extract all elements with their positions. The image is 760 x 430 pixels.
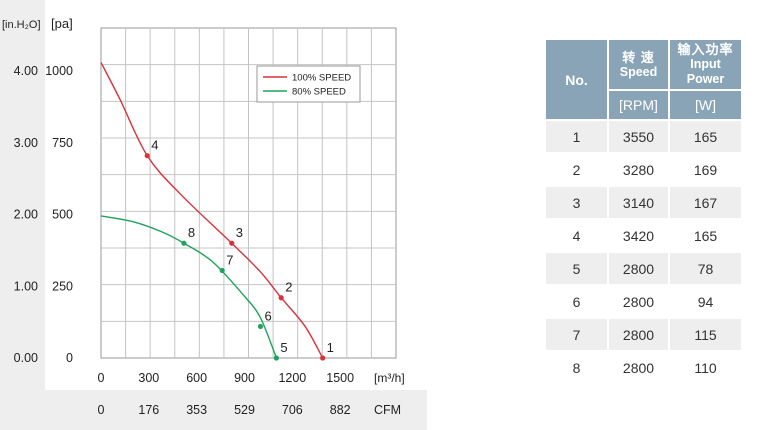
performance-table: No. 转 速 Speed 输入功率 Input Power [RPM] [W]…: [546, 40, 741, 383]
operating-point: [273, 355, 280, 361]
row-no: 3: [546, 185, 609, 219]
y-axis-unit-inh2o: [in.H₂O]: [2, 19, 41, 31]
x-axis-unit-m3h: [m³/h]: [374, 371, 405, 385]
x-tick-label-m3h: 300: [138, 371, 159, 385]
table-row: 6 2800 94: [546, 284, 741, 318]
y-tick-label-pa: 0: [66, 351, 73, 365]
y-tick-label-inh2o: 0.00: [14, 351, 38, 365]
operating-point: [181, 240, 187, 246]
operating-point-label: 4: [151, 138, 158, 153]
y-tick-label-pa: 250: [52, 279, 73, 293]
row-rpm: 2800: [608, 350, 670, 383]
table-row: 2 3280 169: [546, 152, 741, 186]
y-tick-label-inh2o: 4.00: [14, 64, 38, 78]
x-axis-labels: 0 300 600 900 1200 1500 [m³/h] 0 176 353 529 706 882…: [98, 371, 405, 417]
operating-point: [229, 240, 235, 246]
header-power-cn: 输入功率: [677, 42, 734, 57]
y-axis-labels: [in.H₂O] [pa] 0 250 500 750 1000 0.00 1.00 2.00 3.…: [2, 16, 73, 365]
row-no: 6: [546, 284, 609, 318]
x-tick-label-m3h: 600: [186, 371, 207, 385]
bottom-axis-panel: [45, 390, 427, 430]
row-power: 165: [669, 218, 741, 252]
x-tick-label-cfm: 706: [282, 403, 303, 417]
header-speed-unit: [RPM]: [608, 90, 670, 120]
operating-point: [144, 153, 150, 159]
table-row: 1 3550 165: [546, 119, 741, 153]
row-no: 2: [546, 152, 609, 186]
row-rpm: 3140: [608, 185, 670, 219]
table-row: 5 2800 78: [546, 251, 741, 285]
table-row: 7 2800 115: [546, 317, 741, 351]
x-tick-label-m3h: 900: [234, 371, 255, 385]
row-power: 115: [669, 317, 741, 351]
table-row: 8 2800 110: [546, 350, 741, 383]
row-power: 165: [669, 119, 741, 153]
row-power: 110: [669, 350, 741, 383]
operating-point: [320, 355, 326, 361]
operating-points: 4 3 2 1 8 7 6 5: [144, 138, 334, 361]
operating-point-label: 6: [264, 308, 271, 323]
row-power: 94: [669, 284, 741, 318]
operating-point: [257, 323, 264, 330]
x-tick-label-cfm: 353: [186, 403, 207, 417]
y-tick-label-pa: 1000: [45, 64, 73, 78]
x-tick-label-m3h: 1200: [278, 371, 306, 385]
fan-performance-chart: [in.H₂O] [pa]025050075010000.001.002.003.…: [0, 0, 427, 430]
x-tick-label-cfm: 529: [234, 403, 255, 417]
row-rpm: 3420: [608, 218, 670, 252]
y-tick-label-inh2o: 2.00: [14, 208, 38, 222]
table-row: 4 3420 165: [546, 218, 741, 252]
operating-point-label: 1: [327, 340, 334, 355]
y-tick-label-pa: 750: [52, 136, 73, 150]
row-rpm: 2800: [608, 317, 670, 351]
row-power: 78: [669, 251, 741, 285]
header-no: No.: [546, 40, 609, 120]
x-tick-label-cfm: 176: [138, 403, 159, 417]
curve-series-2: [100, 215, 278, 359]
y-tick-label-inh2o: 1.00: [14, 279, 38, 293]
header-speed: 转 速 Speed: [608, 40, 670, 91]
legend-label: 100% SPEED: [292, 73, 351, 84]
row-no: 7: [546, 317, 609, 351]
x-tick-label-cfm: 0: [98, 403, 105, 417]
left-axis-panel: [0, 0, 45, 430]
y-axis-unit-pa: [pa]: [51, 16, 73, 31]
x-tick-label-cfm: 882: [330, 403, 351, 417]
operating-point-label: 7: [226, 252, 233, 267]
y-tick-label-inh2o: 3.00: [14, 136, 38, 150]
x-axis-unit-cfm: CFM: [374, 403, 401, 417]
table-row: 3 3140 167: [546, 185, 741, 219]
header-power: 输入功率 Input Power: [669, 40, 741, 91]
operating-point-label: 3: [236, 225, 243, 240]
row-no: 5: [546, 251, 609, 285]
operating-point: [278, 295, 284, 301]
operating-point-label: 5: [280, 340, 287, 355]
legend-label: 80% SPEED: [292, 87, 346, 98]
row-no: 4: [546, 218, 609, 252]
performance-curves: [100, 62, 324, 359]
row-power: 169: [669, 152, 741, 186]
row-rpm: 2800: [608, 251, 670, 285]
legend-box: [256, 65, 361, 103]
row-rpm: 3550: [608, 119, 670, 153]
x-tick-label-m3h: 0: [98, 371, 105, 385]
row-no: 8: [546, 350, 609, 383]
header-speed-cn: 转 速: [622, 49, 655, 65]
y-tick-label-pa: 500: [52, 208, 73, 222]
row-no: 1: [546, 119, 609, 153]
header-power-en: Input Power: [686, 57, 725, 86]
operating-point-label: 2: [285, 280, 292, 295]
legend: 100% SPEED 80% SPEED: [256, 65, 361, 103]
row-rpm: 2800: [608, 284, 670, 318]
curve-series-1: [100, 62, 324, 359]
operating-point-label: 8: [188, 225, 195, 240]
header-power-unit: [W]: [669, 90, 741, 120]
row-power: 167: [669, 185, 741, 219]
header-speed-en: Speed: [619, 64, 658, 79]
operating-point: [219, 267, 225, 274]
row-rpm: 3280: [608, 152, 670, 186]
x-tick-label-m3h: 1500: [326, 371, 354, 385]
